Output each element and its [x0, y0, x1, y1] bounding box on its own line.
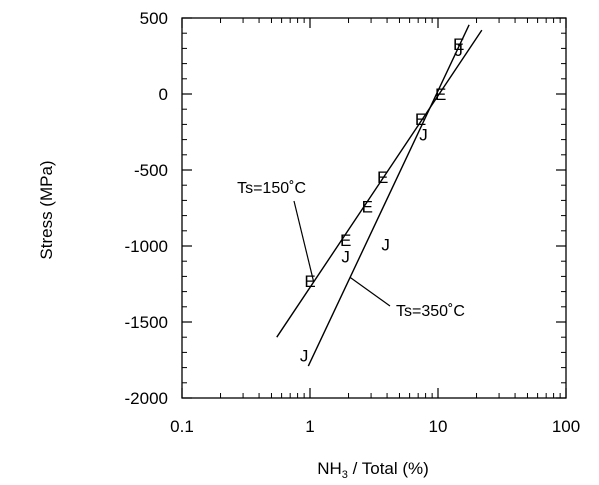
data-point-E: E	[377, 168, 388, 187]
data-point-E: E	[415, 110, 426, 129]
annotation-leader-150	[293, 200, 315, 283]
annotations: Ts=150˚C Ts=350˚C	[237, 180, 465, 320]
data-point-E: E	[435, 85, 446, 104]
plot-border	[181, 17, 567, 399]
y-tick-label: 500	[140, 9, 168, 28]
x-tick-label: 100	[552, 417, 580, 436]
x-axis-label-rest: / Total (%)	[348, 459, 429, 478]
fit-lines	[276, 24, 483, 367]
data-point-E: E	[362, 197, 373, 216]
x-axis-label-main: NH	[317, 459, 342, 478]
x-tick-label: 10	[429, 417, 448, 436]
fit-line	[276, 29, 483, 338]
x-axis-label: NH3 / Total (%)	[317, 459, 429, 481]
annotation-ts350: Ts=350˚C	[396, 303, 465, 320]
x-tick-label: 0.1	[170, 417, 194, 436]
data-point-J: J	[454, 41, 463, 60]
data-point-E: E	[340, 231, 351, 250]
annotation-ts150: Ts=150˚C	[237, 180, 306, 197]
data-point-J: J	[341, 248, 350, 267]
y-tick-label: -2000	[125, 389, 168, 408]
y-tick-label: -1500	[125, 313, 168, 332]
y-tick-label: 0	[159, 85, 168, 104]
data-point-E: E	[304, 272, 315, 291]
annotation-leader-350	[349, 276, 391, 307]
axis-ticks	[181, 17, 567, 399]
data-point-J: J	[300, 346, 309, 365]
data-point-J: J	[419, 125, 428, 144]
x-tick-label: 1	[305, 417, 314, 436]
y-axis-label: Stress (MPa)	[37, 160, 56, 259]
plot-frame	[181, 17, 567, 399]
x-axis-label-subscript: 3	[342, 469, 348, 481]
tick-labels: 0.1 1 10 100 500 0 -500 -1000 -1500 -2000	[125, 9, 581, 436]
y-tick-label: -500	[134, 161, 168, 180]
data-point-J: J	[381, 235, 390, 254]
fit-line	[307, 24, 470, 367]
data-point-E: E	[453, 35, 464, 54]
y-tick-label: -1000	[125, 237, 168, 256]
